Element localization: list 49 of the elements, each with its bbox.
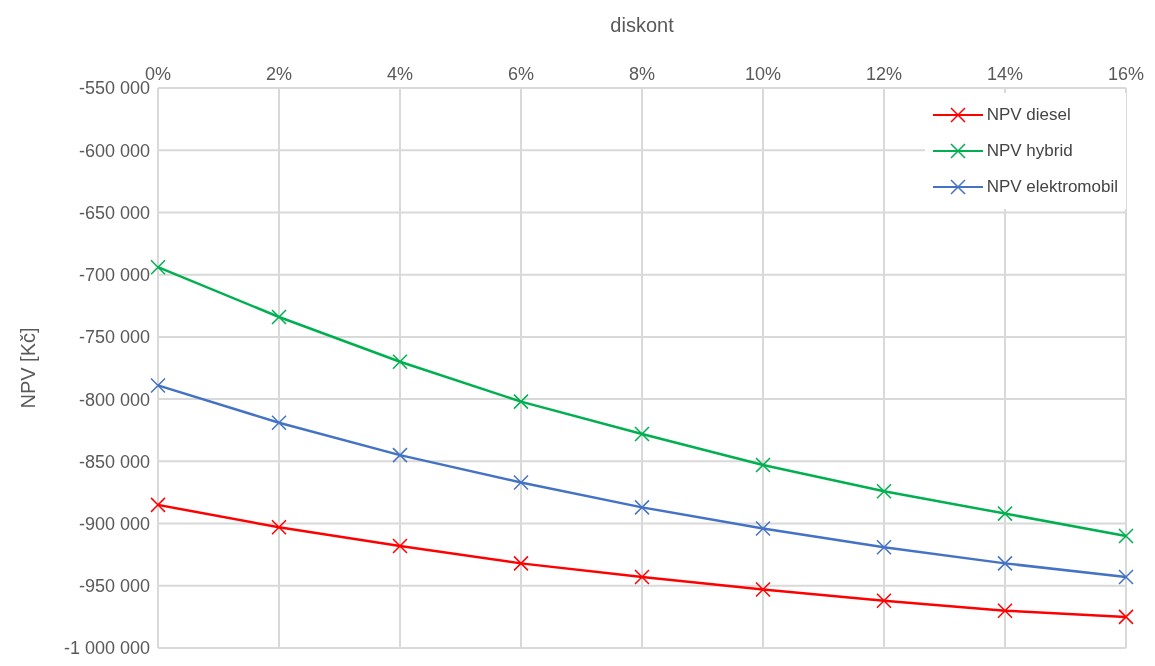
point (997, 602, 1013, 619)
point (392, 538, 408, 554)
y-tick-label: -700 000 (78, 265, 150, 286)
point (1118, 609, 1134, 625)
point (634, 426, 650, 442)
x-tick-label: 4% (386, 64, 414, 84)
point (392, 447, 408, 463)
y-tick-label: -850 000 (78, 451, 150, 472)
legend-label: NPV elektromobil (986, 176, 1118, 198)
point (876, 539, 892, 555)
point (150, 497, 166, 513)
point (1118, 569, 1134, 585)
point (755, 520, 771, 537)
point (271, 309, 287, 325)
point (150, 259, 166, 275)
point (271, 415, 287, 431)
point (876, 483, 892, 499)
point (392, 354, 408, 370)
x-tick-label: 2% (265, 64, 293, 84)
y-tick-label: -900 000 (78, 513, 150, 534)
x-tick-label: 8% (628, 64, 656, 84)
point (513, 474, 529, 491)
x-tick-label: 12% (865, 64, 903, 84)
point (634, 569, 650, 585)
point (634, 499, 650, 516)
legend-label: NPV diesel (986, 104, 1071, 126)
y-tick-label: -650 000 (78, 202, 150, 223)
point (271, 519, 287, 536)
x-tick-label: 6% (507, 64, 535, 84)
point (876, 592, 892, 609)
point (997, 505, 1013, 522)
legend-label: NPV hybrid (986, 140, 1073, 162)
y-tick-label: -950 000 (78, 576, 150, 597)
x-axis-title: diskont (610, 14, 675, 37)
point (513, 393, 529, 410)
y-tick-label: -1 000 000 (63, 638, 150, 659)
x-tick-label: 14% (986, 64, 1024, 84)
point (997, 555, 1013, 572)
y-tick-label: -750 000 (78, 327, 150, 348)
point (150, 377, 166, 394)
y-axis-title: NPV [Kč] (17, 327, 40, 409)
point (513, 555, 529, 572)
x-tick-label: 16% (1107, 64, 1145, 84)
y-tick-label: -800 000 (78, 389, 150, 410)
x-tick-label: 10% (744, 64, 782, 84)
point (755, 581, 771, 598)
point (1118, 528, 1134, 544)
y-tick-label: -600 000 (78, 140, 150, 161)
point (755, 457, 771, 473)
